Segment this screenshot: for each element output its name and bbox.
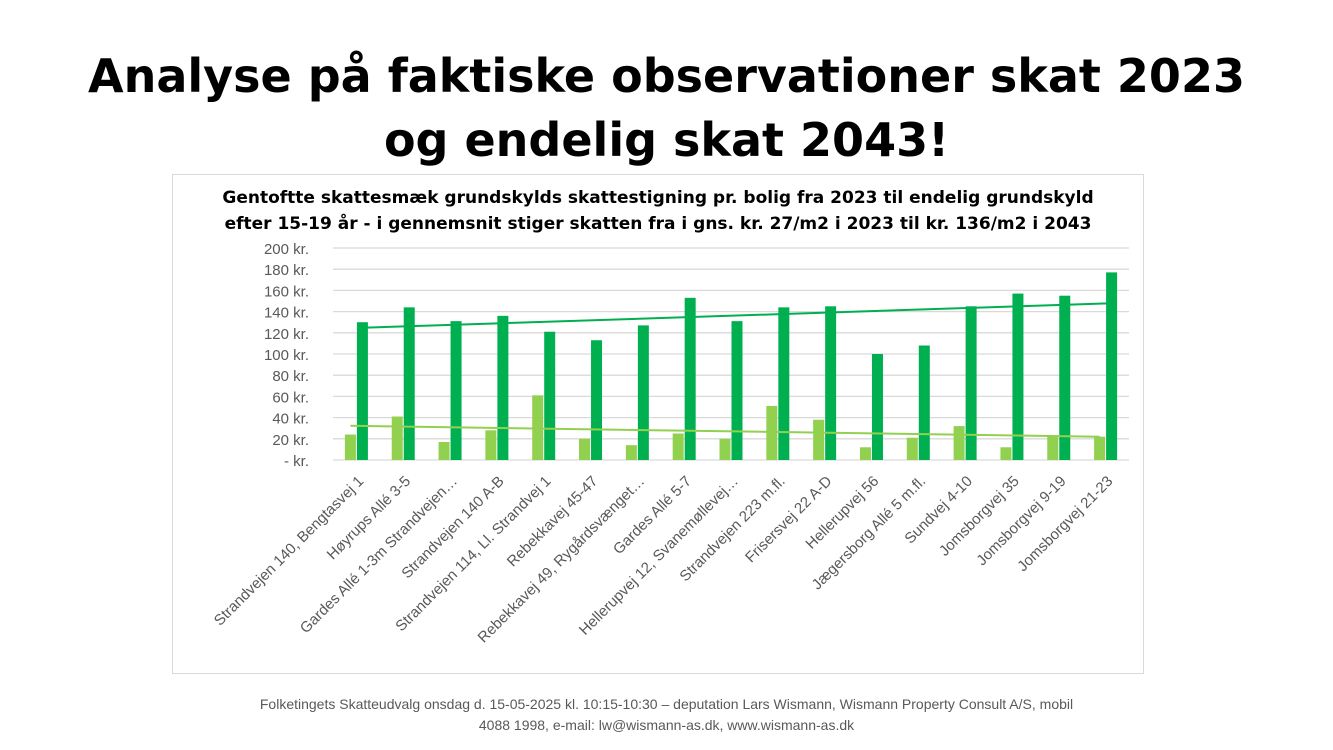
bar-2023 (1000, 447, 1012, 460)
bar-2043 (544, 331, 556, 460)
bar-2043 (1012, 293, 1024, 460)
bar-2043 (684, 297, 696, 460)
bar-2043 (450, 321, 462, 460)
bar-2043 (778, 307, 790, 460)
chart-title-line-1: Gentoftte skattesmæk grundskylds skattes… (222, 188, 1094, 208)
bar-2023 (344, 434, 356, 460)
bar-2023 (391, 416, 403, 460)
footer-line-1: Folketingets Skatteudvalg onsdag d. 15-0… (259, 696, 1074, 712)
y-tick-label: 20 kr. (272, 432, 309, 449)
x-category-label: Frisersvej 22 A-D (742, 473, 835, 566)
footer-line-2: 4088 1998, e-mail: lw@wismann-as.dk, www… (478, 717, 855, 733)
bar-2043 (871, 354, 883, 460)
bar-2043 (356, 322, 368, 460)
y-tick-label: 60 kr. (272, 389, 309, 406)
bar-2043 (825, 306, 837, 460)
bar-2023 (1047, 435, 1059, 460)
chart-container: - kr. 20 kr. 40 kr. 60 kr. 80 kr. 100 kr. 120 … (172, 174, 1144, 674)
bar-2023 (1094, 436, 1106, 460)
y-tick-label: 120 kr. (264, 326, 309, 343)
bar-2023 (485, 430, 497, 460)
y-tick-label: 40 kr. (272, 411, 309, 428)
bar-2043 (403, 307, 415, 460)
bar-2023 (719, 438, 731, 460)
bar-2043 (965, 306, 977, 460)
footer: Folketingets Skatteudvalg onsdag d. 15-0… (200, 694, 1133, 736)
x-category-label: Høyrups Allé 3-5 (324, 473, 414, 563)
bar-chart: - kr. 20 kr. 40 kr. 60 kr. 80 kr. 100 kr. 120 … (211, 241, 1129, 647)
bar-2043 (497, 315, 509, 460)
bar-2023 (766, 405, 778, 460)
chart-title-line-2: efter 15-19 år - i gennemsnit stiger ska… (224, 214, 1092, 234)
trendline-2043 (362, 302, 1112, 329)
y-tick-label: 200 kr. (264, 241, 309, 258)
y-tick-label: 180 kr. (264, 262, 309, 279)
bar-2023 (625, 445, 637, 460)
y-tick-label: - kr. (284, 453, 309, 470)
y-tick-label: 140 kr. (264, 305, 309, 322)
bar-2043 (1106, 272, 1118, 460)
trendline-2023 (350, 424, 1100, 438)
slide-title: Analyse på faktiske observationer skat 2… (0, 44, 1333, 172)
y-tick-label: 160 kr. (264, 283, 309, 300)
bar-2023 (672, 433, 684, 460)
bar-2023 (438, 441, 450, 460)
bar-2043 (1059, 295, 1071, 460)
bar-2023 (906, 437, 918, 460)
y-tick-label: 80 kr. (272, 368, 309, 385)
y-tick-label: 100 kr. (264, 347, 309, 364)
bar-2043 (731, 321, 743, 460)
bar-2043 (637, 325, 649, 460)
chart-title: Gentoftte skattesmæk grundskylds skattes… (173, 185, 1143, 237)
slide-title-line-2: og endelig skat 2043! (383, 113, 950, 167)
bar-2023 (579, 438, 591, 460)
slide-title-line-1: Analyse på faktiske observationer skat 2… (88, 49, 1245, 103)
bar-2023 (813, 419, 825, 460)
bar-2043 (591, 340, 603, 460)
x-category-label: Jomsborgvej 35 (936, 473, 1023, 560)
bar-2023 (953, 426, 965, 460)
x-category-label: Rebekkavej 49, Rygårdsvænget… (475, 473, 649, 647)
bar-2043 (918, 345, 930, 460)
bar-2023 (859, 447, 871, 460)
